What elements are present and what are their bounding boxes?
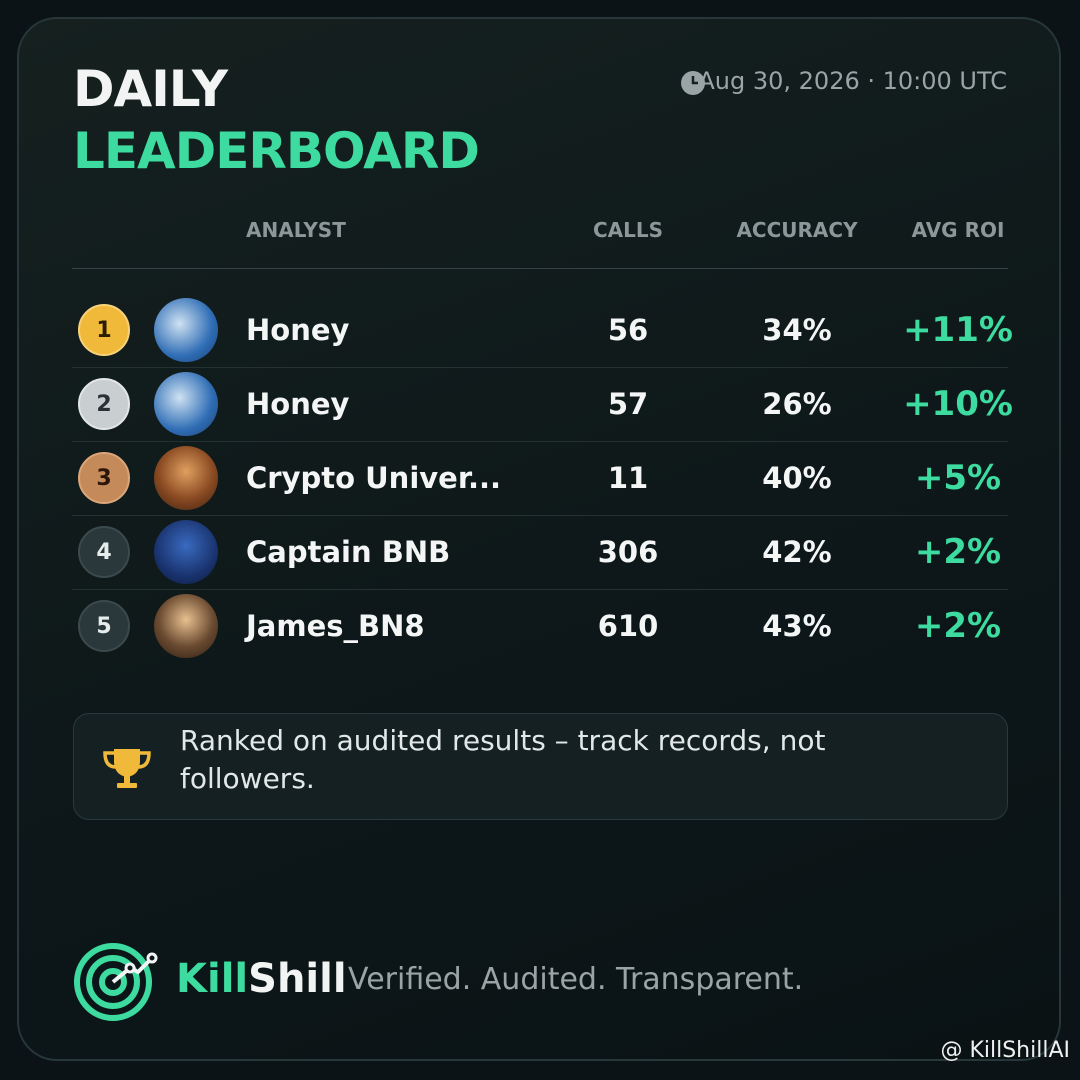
column-header: ACCURACY <box>736 218 858 242</box>
avg-roi: +11% <box>903 310 1013 350</box>
accuracy: 42% <box>762 535 832 569</box>
avg-roi: +2% <box>914 532 1002 572</box>
tagline: Verified. Audited. Transparent. <box>348 962 804 997</box>
calls: 610 <box>597 609 659 643</box>
rank-badge: 4 <box>78 526 130 578</box>
rank-badge: 2 <box>78 378 130 430</box>
note-box <box>73 713 1008 820</box>
analyst-name: Honey <box>246 313 350 347</box>
row-separator <box>72 367 1008 368</box>
accuracy: 43% <box>762 609 832 643</box>
timestamp: Aug 30, 2026 · 10:00 UTC <box>698 67 1007 95</box>
rank-badge: 3 <box>78 452 130 504</box>
header-rule <box>72 268 1008 269</box>
accuracy: 34% <box>762 313 832 347</box>
brand-shill: Shill <box>248 956 347 1002</box>
avatar <box>154 594 218 658</box>
calls: 11 <box>607 461 649 495</box>
avatar <box>154 298 218 362</box>
note-text: Ranked on audited results – track record… <box>180 724 826 795</box>
analyst-name: Honey <box>246 387 350 421</box>
watermark: @ KillShillAI <box>940 1038 1070 1063</box>
row-separator <box>72 515 1008 516</box>
accuracy: 40% <box>762 461 832 495</box>
avatar <box>154 446 218 510</box>
calls: 57 <box>607 387 649 421</box>
row-separator <box>72 441 1008 442</box>
column-header: CALLS <box>592 218 664 242</box>
clock-icon <box>681 71 705 95</box>
avatar <box>154 520 218 584</box>
row-separator <box>72 589 1008 590</box>
logo-icon <box>74 943 158 1021</box>
calls: 56 <box>607 313 649 347</box>
trophy-icon <box>103 749 151 788</box>
brand: KillShill <box>176 956 347 1002</box>
analyst-name: James_BN8 <box>246 609 425 643</box>
brand-kill: Kill <box>176 956 249 1002</box>
rank-badge: 5 <box>78 600 130 652</box>
column-header: ANALYST <box>246 218 346 242</box>
title-line2: LEADERBOARD <box>73 122 480 180</box>
calls: 306 <box>597 535 659 569</box>
analyst-name: Crypto Univer... <box>246 461 502 495</box>
avg-roi: +5% <box>914 458 1002 498</box>
avg-roi: +10% <box>903 384 1013 424</box>
column-header: AVG ROI <box>911 218 1005 242</box>
avatar <box>154 372 218 436</box>
analyst-name: Captain BNB <box>246 535 451 569</box>
avg-roi: +2% <box>914 606 1002 646</box>
title-line1: DAILY <box>73 60 228 118</box>
rank-badge: 1 <box>78 304 130 356</box>
accuracy: 26% <box>762 387 832 421</box>
